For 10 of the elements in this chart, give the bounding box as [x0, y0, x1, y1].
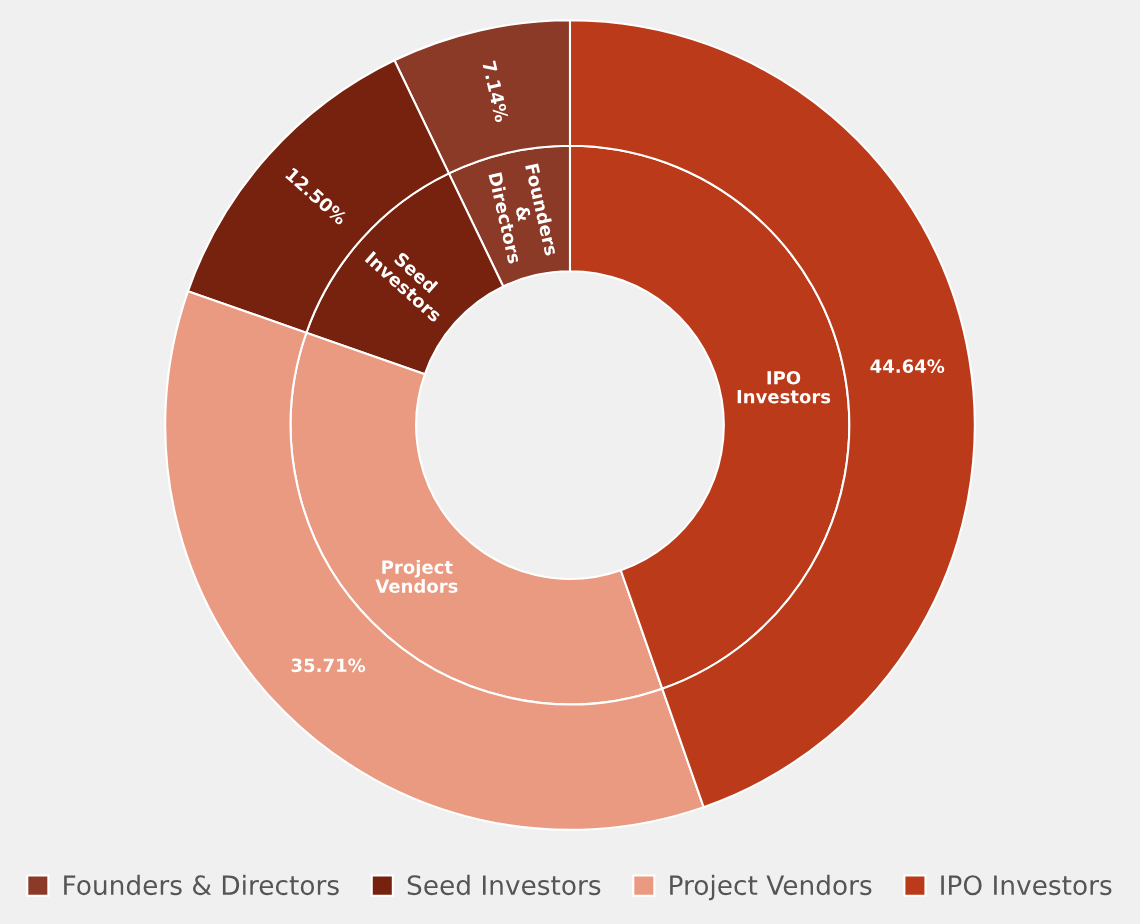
data-label: 35.71% [291, 658, 366, 673]
legend-label: Seed Investors [407, 874, 601, 896]
legend-label: Founders & Directors [64, 874, 339, 896]
data-label: Founders & Directors [488, 163, 560, 265]
data-label: 44.64% [870, 359, 945, 373]
legend-label: Project Vendors [670, 874, 872, 901]
data-label: IPO Investors [737, 370, 831, 404]
data-label: Project Vendors [375, 559, 458, 593]
legend-label: IPO Investors [941, 875, 1112, 896]
data-label: 7.14% [482, 60, 509, 123]
